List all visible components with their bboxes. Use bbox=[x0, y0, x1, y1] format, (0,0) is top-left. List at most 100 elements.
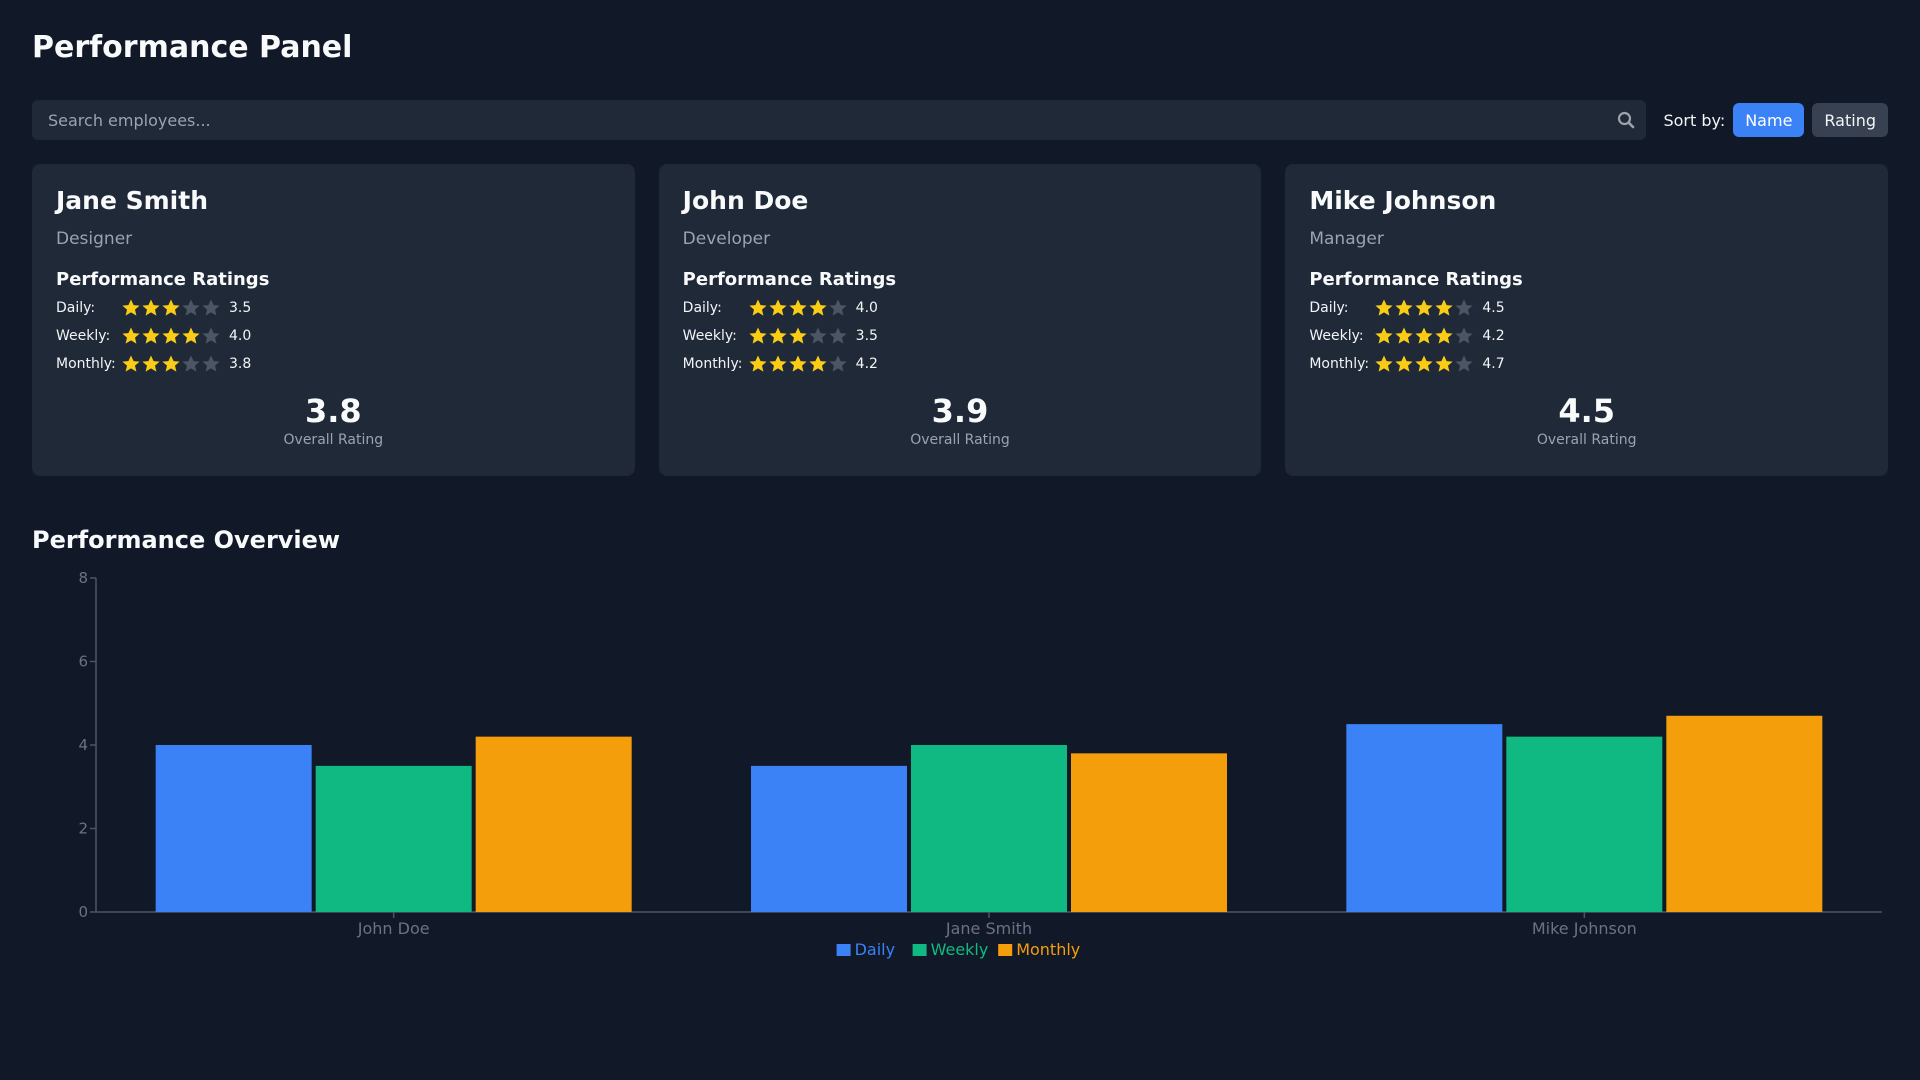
star-icon bbox=[122, 299, 140, 316]
monthly-label: Monthly: bbox=[56, 356, 116, 372]
weekly-stars bbox=[748, 326, 848, 346]
bar-weekly bbox=[315, 765, 472, 912]
overall-rating: 4.5 Overall Rating bbox=[1285, 392, 1888, 448]
bar-daily bbox=[1346, 724, 1503, 912]
sort-by-name-button[interactable]: Name bbox=[1733, 103, 1805, 137]
weekly-label: Weekly: bbox=[56, 328, 111, 344]
search-box bbox=[32, 100, 1647, 140]
employee-role: Developer bbox=[682, 229, 771, 249]
employee-name: Jane Smith bbox=[56, 186, 209, 215]
daily-label: Daily: bbox=[682, 300, 722, 316]
overall-rating-label: Overall Rating bbox=[283, 432, 384, 448]
star-icon bbox=[809, 299, 827, 316]
ratings-heading: Performance Ratings bbox=[682, 269, 897, 290]
bar-monthly bbox=[475, 736, 632, 912]
bar-daily bbox=[155, 745, 312, 912]
daily-stars bbox=[121, 298, 221, 318]
daily-rating-row: Daily: 3.5 bbox=[56, 298, 611, 318]
search-icon[interactable] bbox=[1616, 110, 1636, 130]
y-tick-label: 2 bbox=[78, 820, 88, 838]
star-icon bbox=[1435, 299, 1453, 316]
star-icon bbox=[769, 327, 787, 344]
star-icon bbox=[182, 327, 200, 344]
legend-label-weekly: Weekly bbox=[931, 940, 989, 959]
star-icon bbox=[749, 299, 767, 316]
star-icon bbox=[829, 299, 847, 316]
star-icon bbox=[1395, 299, 1413, 316]
bar-weekly bbox=[1506, 736, 1663, 912]
employee-card[interactable]: Jane Smith Designer Performance Ratings … bbox=[32, 164, 635, 476]
employee-role: Designer bbox=[56, 229, 133, 249]
sort-by-rating-button[interactable]: Rating bbox=[1812, 103, 1888, 137]
x-tick-label: Jane Smith bbox=[945, 919, 1032, 938]
bar-weekly bbox=[911, 745, 1067, 912]
star-icon bbox=[749, 327, 767, 344]
star-icon bbox=[162, 327, 180, 344]
star-icon bbox=[829, 327, 847, 344]
page-title: Performance Panel bbox=[32, 30, 353, 65]
daily-stars bbox=[748, 298, 848, 318]
monthly-label: Monthly: bbox=[1309, 356, 1370, 372]
star-icon bbox=[1455, 327, 1473, 344]
daily-value: 3.5 bbox=[229, 300, 252, 316]
star-icon bbox=[142, 327, 160, 344]
monthly-label: Monthly: bbox=[682, 356, 743, 372]
sort-label: Sort by: bbox=[1663, 110, 1726, 130]
star-icon bbox=[809, 355, 827, 372]
bar-monthly bbox=[1071, 753, 1227, 912]
overall-rating-value: 3.9 bbox=[931, 392, 989, 430]
overall-rating-value: 3.8 bbox=[304, 392, 362, 430]
star-icon bbox=[122, 355, 140, 372]
y-tick-label: 6 bbox=[78, 653, 88, 671]
y-tick-label: 0 bbox=[78, 903, 88, 921]
daily-label: Daily: bbox=[56, 300, 96, 316]
star-icon bbox=[142, 355, 160, 372]
search-input[interactable] bbox=[32, 100, 1647, 140]
x-tick-label: Mike Johnson bbox=[1532, 919, 1637, 938]
overall-rating-value: 4.5 bbox=[1558, 392, 1616, 430]
star-icon bbox=[1415, 327, 1433, 344]
employee-name: Mike Johnson bbox=[1309, 186, 1497, 215]
monthly-stars bbox=[748, 354, 848, 374]
star-icon bbox=[1415, 299, 1433, 316]
x-tick-label: John Doe bbox=[357, 919, 430, 938]
daily-value: 4.0 bbox=[855, 300, 878, 316]
ratings-heading: Performance Ratings bbox=[56, 269, 270, 290]
star-icon bbox=[769, 299, 787, 316]
performance-bar-chart: 0 2 4 6 8 John Doe Jane Smith Mike Johnson Daily… bbox=[78, 569, 1882, 959]
star-icon bbox=[1435, 355, 1453, 372]
monthly-stars bbox=[121, 354, 221, 374]
star-icon bbox=[789, 355, 807, 372]
weekly-value: 4.0 bbox=[229, 328, 252, 344]
ratings-heading: Performance Ratings bbox=[1309, 269, 1523, 290]
weekly-rating-row: Weekly: 3.5 bbox=[683, 326, 1238, 346]
y-tick-label: 8 bbox=[78, 569, 88, 587]
star-icon bbox=[202, 355, 220, 372]
overall-rating-label: Overall Rating bbox=[1536, 432, 1637, 448]
legend-swatch-weekly bbox=[912, 944, 927, 956]
daily-rating-row: Daily: 4.5 bbox=[1309, 298, 1864, 318]
toolbar: Sort by: Name Rating bbox=[32, 100, 1888, 140]
monthly-rating-row: Monthly: 3.8 bbox=[56, 354, 611, 374]
star-icon bbox=[1375, 327, 1393, 344]
monthly-rating-row: Monthly: 4.2 bbox=[683, 354, 1238, 374]
y-tick-label: 4 bbox=[78, 736, 88, 754]
star-icon bbox=[122, 327, 140, 344]
daily-stars bbox=[1374, 298, 1474, 318]
star-icon bbox=[1455, 355, 1473, 372]
daily-rating-row: Daily: 4.0 bbox=[683, 298, 1238, 318]
star-icon bbox=[1455, 299, 1473, 316]
star-icon bbox=[789, 299, 807, 316]
legend-label-monthly: Monthly bbox=[1016, 940, 1080, 959]
overall-rating-label: Overall Rating bbox=[910, 432, 1010, 448]
weekly-label: Weekly: bbox=[682, 328, 737, 344]
overview-title: Performance Overview bbox=[32, 526, 341, 554]
star-icon bbox=[182, 355, 200, 372]
monthly-value: 3.8 bbox=[229, 356, 252, 372]
monthly-value: 4.2 bbox=[855, 356, 878, 372]
employee-card[interactable]: Mike Johnson Manager Performance Ratings… bbox=[1285, 164, 1889, 476]
star-icon bbox=[1395, 327, 1413, 344]
employee-card[interactable]: John Doe Developer Performance Ratings D… bbox=[658, 164, 1262, 476]
bar-daily bbox=[751, 765, 907, 912]
overall-rating: 3.8 Overall Rating bbox=[32, 392, 635, 448]
